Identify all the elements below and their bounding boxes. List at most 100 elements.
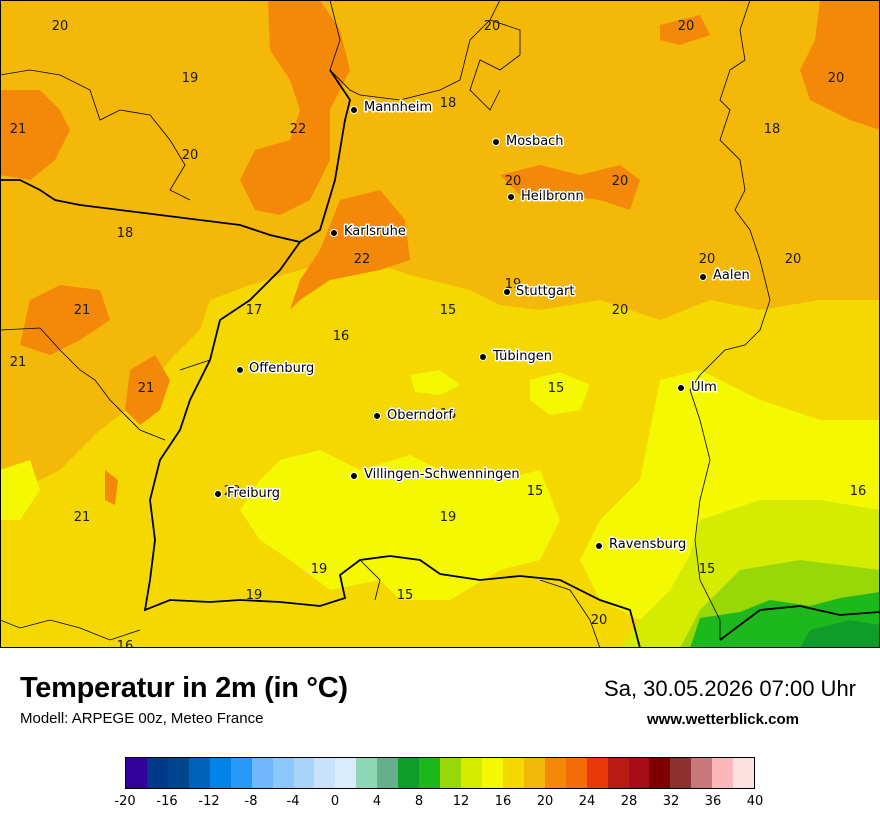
legend-swatch (272, 758, 294, 788)
footer: Temperatur in 2m (in °C) Modell: ARPEGE … (0, 648, 880, 830)
value-label: 20 (785, 252, 802, 267)
legend-tick-label: 28 (620, 794, 638, 809)
city-karlsruhe[interactable]: Karlsruhe (330, 223, 407, 241)
legend-swatch (126, 758, 147, 788)
value-label: 20 (224, 484, 241, 499)
temperature-map: 20 20 20 19 20 21 22 18 18 20 20 20 18 2… (0, 0, 880, 648)
city-marker (492, 138, 500, 146)
value-label: 18 (117, 226, 134, 241)
legend-swatch (146, 758, 168, 788)
website-link[interactable]: www.wetterblick.com (647, 711, 799, 728)
value-label: 15 (397, 588, 414, 603)
legend-tick-label: 4 (372, 794, 382, 809)
city-tuebingen[interactable]: Tübingen (479, 348, 554, 366)
city-marker (330, 229, 338, 237)
legend-tick-label: 12 (452, 794, 470, 809)
city-label: Ulm (691, 380, 717, 395)
city-label: Stuttgart (516, 284, 574, 299)
legend-tick-labels: -20 -16 -12 -8 -4 0 4 8 12 16 20 24 28 32 36 40 (0, 794, 880, 814)
city-marker (595, 542, 603, 550)
legend-swatch (607, 758, 629, 788)
city-label: Freiburg (227, 486, 280, 501)
city-marker (479, 353, 487, 361)
value-label: 20 (484, 19, 501, 34)
value-label: 17 (246, 303, 263, 318)
legend-swatch (377, 758, 399, 788)
legend-swatch (293, 758, 315, 788)
value-label: 20 (699, 252, 716, 267)
value-label: 16 (333, 329, 350, 344)
city-mannheim[interactable]: Mannheim (350, 99, 434, 117)
temp-zone-14c (410, 370, 590, 415)
legend-swatch (419, 758, 441, 788)
legend-swatch (523, 758, 545, 788)
legend-swatch (733, 758, 755, 788)
city-ulm[interactable]: Ulm (677, 379, 718, 397)
city-label: Tübingen (492, 349, 552, 364)
temp-zone-20g (125, 355, 170, 425)
legend-tick-label: 40 (746, 794, 764, 809)
legend-swatch (167, 758, 189, 788)
legend-tick-label: -12 (198, 794, 220, 809)
value-labels: 20 20 20 19 20 21 22 18 18 20 20 20 18 2… (10, 19, 867, 648)
city-ravensburg[interactable]: Ravensburg (595, 536, 688, 554)
legend-swatch (230, 758, 252, 788)
city-marker (507, 193, 515, 201)
city-mosbach[interactable]: Mosbach (492, 133, 565, 151)
value-label: 21 (10, 122, 27, 137)
legend-swatch (251, 758, 273, 788)
legend-swatch (209, 758, 231, 788)
value-label: 18 (764, 122, 781, 137)
value-label: 16 (117, 639, 134, 648)
borders (0, 0, 880, 648)
legend-swatch (586, 758, 608, 788)
legend-tick-label: 8 (414, 794, 424, 809)
temp-zone-20d (20, 285, 110, 355)
city-marker (503, 288, 511, 296)
city-label: Aalen (713, 268, 750, 283)
legend-swatch (461, 758, 482, 788)
city-oberndorf[interactable]: Oberndorf (373, 407, 455, 425)
value-label: 16 (850, 484, 867, 499)
city-stuttgart[interactable]: Stuttgart (503, 283, 576, 301)
value-label: 20 (182, 148, 199, 163)
cities: Mannheim Mosbach Heilbronn Karlsruhe Aal… (214, 99, 751, 554)
city-marker (699, 273, 707, 281)
city-label: Offenburg (249, 361, 314, 376)
legend-tick-label: 24 (578, 794, 596, 809)
value-label: 20 (828, 71, 845, 86)
value-label: 21 (74, 510, 91, 525)
value-label: 20 (52, 19, 69, 34)
city-label: Ravensburg (609, 537, 686, 552)
city-heilbronn[interactable]: Heilbronn (507, 188, 585, 206)
city-villingen-schwenningen[interactable]: Villingen-Schwenningen (350, 466, 521, 484)
city-label: Heilbronn (521, 189, 584, 204)
temp-zone-14 (240, 450, 560, 600)
value-label: 20 (591, 613, 608, 628)
value-label: 15 (548, 381, 565, 396)
legend-swatch (565, 758, 587, 788)
city-label: Mannheim (364, 100, 432, 115)
value-label: 19 (505, 277, 522, 292)
city-label: Villingen-Schwenningen (364, 467, 520, 482)
value-label: 19 (246, 588, 263, 603)
city-freiburg[interactable]: Freiburg (214, 485, 282, 503)
city-offenburg[interactable]: Offenburg (236, 360, 316, 378)
city-marker (236, 366, 244, 374)
legend-tick-label: -8 (244, 794, 258, 809)
value-label: 15 (527, 484, 544, 499)
value-label: 22 (290, 122, 307, 137)
city-aalen[interactable]: Aalen (699, 267, 751, 285)
legend-swatch (398, 758, 420, 788)
value-label: 21 (10, 355, 27, 370)
city-marker (214, 490, 222, 498)
legend-swatch (440, 758, 461, 788)
legend-swatch (544, 758, 566, 788)
legend-swatch (335, 758, 357, 788)
legend-swatch (649, 758, 671, 788)
value-label: 20 (505, 174, 522, 189)
city-marker (373, 412, 381, 420)
city-label: Karlsruhe (344, 224, 406, 239)
temp-zone-20f (500, 165, 640, 210)
value-label: 20 (678, 19, 695, 34)
